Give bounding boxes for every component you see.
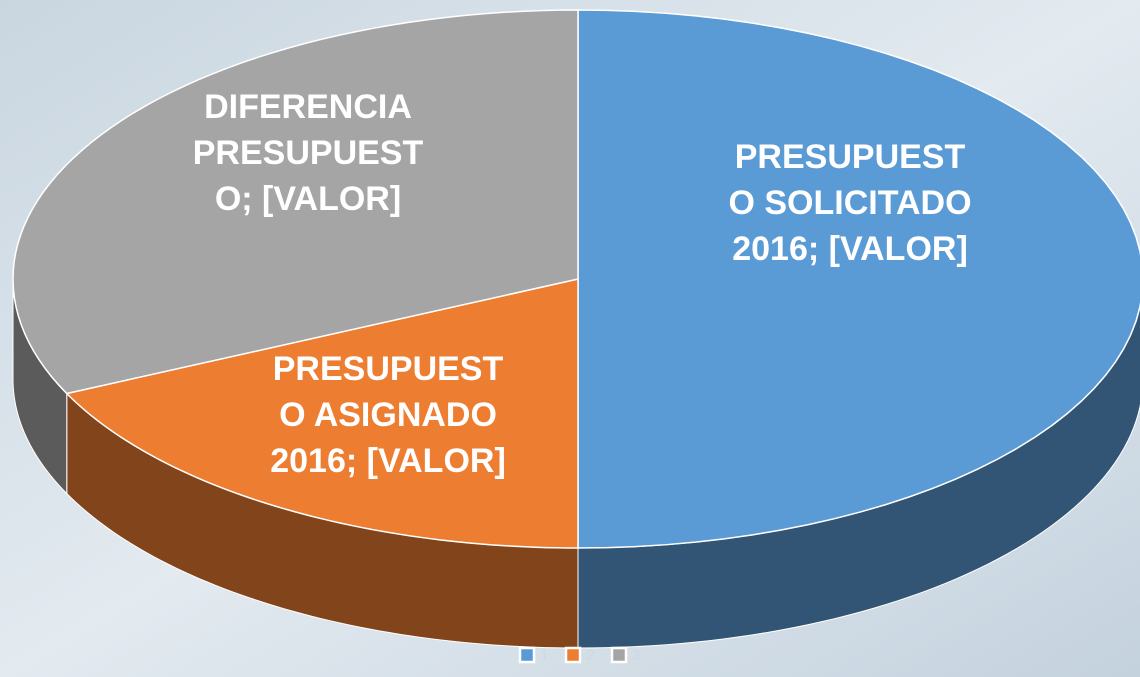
data-label: 2016; [VALOR] [270, 442, 506, 480]
pie: PRESUPUEST O SOLICITADO 2016; [VALOR] PRESU… [12, 9, 1140, 649]
data-label: PRESUPUEST [193, 134, 424, 172]
data-label: O ASIGNADO [279, 396, 497, 434]
legend-label: 3 [632, 647, 640, 664]
slice [12, 9, 579, 395]
data-label: DIFERENCIA [204, 88, 412, 126]
data-label: PRESUPUEST [273, 350, 504, 388]
slice [577, 9, 1140, 549]
data-label: O SOLICITADO [728, 184, 971, 222]
legend-swatch [610, 646, 628, 664]
data-label: 2016; [VALOR] [732, 230, 968, 268]
legend-swatch [564, 646, 582, 664]
legend: 1 2 3 [518, 646, 640, 664]
slice [65, 278, 579, 549]
legend-label: 2 [586, 647, 594, 664]
legend-label: 1 [540, 647, 548, 664]
data-label: O; [VALOR] [215, 180, 401, 218]
data-label: PRESUPUEST [735, 138, 966, 176]
legend-swatch [518, 646, 536, 664]
